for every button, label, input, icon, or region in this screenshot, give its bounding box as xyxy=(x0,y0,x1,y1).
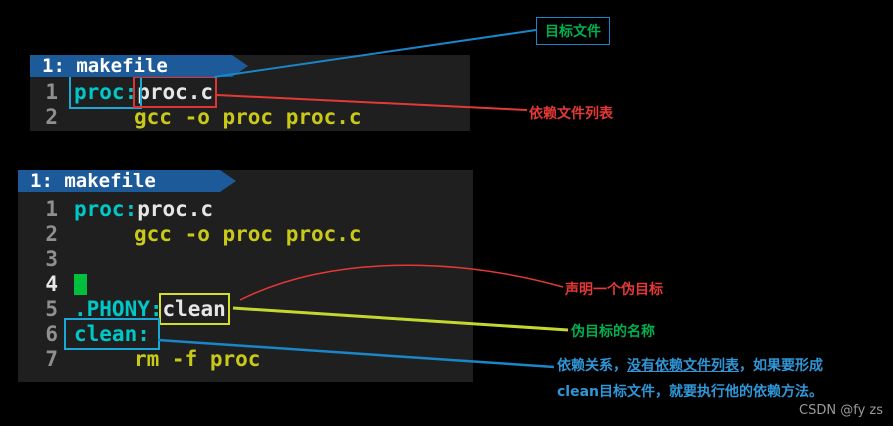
file-tab: 1: makefile xyxy=(30,55,248,77)
line-number: 1 xyxy=(45,79,58,104)
target-token: proc: xyxy=(68,74,143,109)
code-line-3: 3 xyxy=(18,246,473,271)
file-tab: 1: makefile xyxy=(18,170,236,192)
note-underlined: 没有依赖文件列表 xyxy=(627,358,739,374)
code-content: proc:proc.c xyxy=(68,74,218,109)
annotation-dependency-list: 依赖文件列表 xyxy=(529,106,613,122)
annotation-target-file: 目标文件 xyxy=(536,17,610,45)
code-content: proc:proc.c xyxy=(74,197,213,221)
target-token: proc: xyxy=(74,196,138,221)
line-number: 3 xyxy=(45,246,58,271)
line-number: 2 xyxy=(45,221,58,246)
empty-line-marker: ~ xyxy=(22,372,35,383)
command-token: gcc -o proc proc.c xyxy=(134,221,362,246)
code-line-2: 2 gcc -o proc proc.c xyxy=(30,104,470,129)
line-number-current: 4 xyxy=(45,271,58,296)
annotation-phony-name: 伪目标的名称 xyxy=(571,324,655,340)
phony-keyword-token: .PHONY: xyxy=(74,296,163,321)
clean-target-token: clean: xyxy=(64,317,160,350)
code-line-8: ~ xyxy=(18,371,473,383)
line-number: 1 xyxy=(45,196,58,221)
watermark: CSDN @fy zs xyxy=(799,403,883,418)
annotation-dependency-note-line2: clean目标文件，就要执行他的依赖方法。 xyxy=(557,384,824,400)
code-line-7: 7 rm -f proc xyxy=(18,346,473,371)
code-area: 1 proc:proc.c 2 gcc -o proc proc.c 3 4 5… xyxy=(18,192,473,383)
code-content: clean: xyxy=(64,317,160,350)
line-number: 2 xyxy=(45,104,58,129)
command-token: rm -f proc xyxy=(134,346,261,371)
code-line-4: 4 xyxy=(18,271,473,296)
terminal-window-bottom: 1: makefile 1 proc:proc.c 2 gcc -o proc … xyxy=(18,170,473,382)
code-line-6: 6 clean: xyxy=(18,317,473,350)
line-number: 7 xyxy=(45,346,58,371)
dependency-token: proc.c xyxy=(137,196,214,221)
terminal-window-top: 1: makefile 1 proc:proc.c 2 gcc -o proc … xyxy=(30,55,470,131)
dependency-token: proc.c xyxy=(133,75,218,108)
code-line-1: 1 proc:proc.c xyxy=(18,196,473,221)
file-tab-label: 1: makefile xyxy=(30,170,156,192)
annotation-dependency-note: 依赖关系，没有依赖文件列表，如果要形成 clean目标文件，就要执行他的依赖方法… xyxy=(557,353,823,405)
line-number: 5 xyxy=(45,296,58,321)
command-token: gcc -o proc proc.c xyxy=(134,104,362,129)
file-tab-label: 1: makefile xyxy=(42,55,168,77)
phony-target-token: clean xyxy=(158,292,230,325)
note-part1: 依赖关系， xyxy=(557,358,627,374)
code-content: .PHONY:clean xyxy=(74,292,230,325)
annotation-dependency-note-line1: 依赖关系，没有依赖文件列表，如果要形成 xyxy=(557,353,823,379)
code-line-2: 2 gcc -o proc proc.c xyxy=(18,221,473,246)
code-line-5: 5 .PHONY:clean xyxy=(18,292,473,325)
line-number: 6 xyxy=(45,321,58,346)
code-content xyxy=(74,272,87,296)
code-area: 1 proc:proc.c 2 gcc -o proc proc.c xyxy=(30,74,470,129)
note-part2: ，如果要形成 xyxy=(739,358,823,374)
code-line-1: 1 proc:proc.c xyxy=(30,74,470,109)
cursor-block xyxy=(74,274,87,295)
annotation-phony-declaration: 声明一个伪目标 xyxy=(565,282,663,298)
